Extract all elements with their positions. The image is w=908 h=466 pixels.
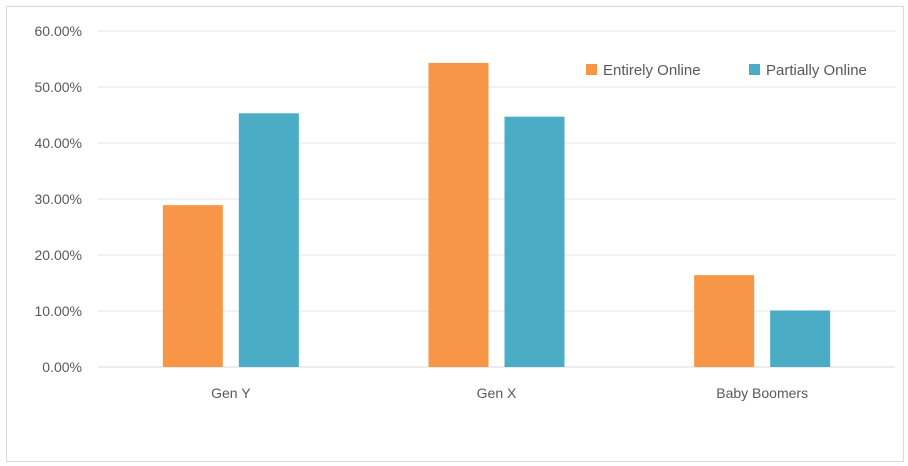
bar-entirely-online-gen-x	[428, 62, 489, 368]
y-tick-label: 10.00%	[35, 303, 82, 319]
y-axis-tick-labels: 0.00% 10.00% 20.00% 30.00% 40.00% 50.00% 60.00…	[35, 23, 82, 375]
bar-entirely-online-baby-boomers	[694, 275, 755, 367]
x-tick-label: Baby Boomers	[716, 385, 808, 401]
bar-entirely-online-gen-y	[162, 205, 223, 367]
x-tick-label: Gen X	[477, 385, 517, 401]
legend-label-partially-online: Partially Online	[766, 62, 867, 79]
gridlines	[98, 30, 895, 368]
y-tick-label: 20.00%	[35, 247, 82, 263]
bars	[162, 62, 831, 368]
y-tick-label: 0.00%	[42, 359, 82, 375]
legend-swatch-partially-online	[749, 64, 760, 75]
legend: Entirely Online Partially Online	[586, 62, 867, 79]
legend-swatch-entirely-online	[586, 64, 597, 75]
legend-label-entirely-online: Entirely Online	[603, 62, 701, 79]
x-tick-label: Gen Y	[211, 385, 251, 401]
y-tick-label: 40.00%	[35, 135, 82, 151]
x-axis-tick-labels: Gen Y Gen X Baby Boomers	[211, 385, 808, 401]
bar-partially-online-gen-y	[238, 113, 299, 367]
bar-partially-online-gen-x	[504, 116, 565, 368]
y-tick-label: 60.00%	[35, 23, 82, 39]
y-tick-label: 30.00%	[35, 191, 82, 207]
y-tick-label: 50.00%	[35, 79, 82, 95]
bar-partially-online-baby-boomers	[770, 310, 831, 367]
